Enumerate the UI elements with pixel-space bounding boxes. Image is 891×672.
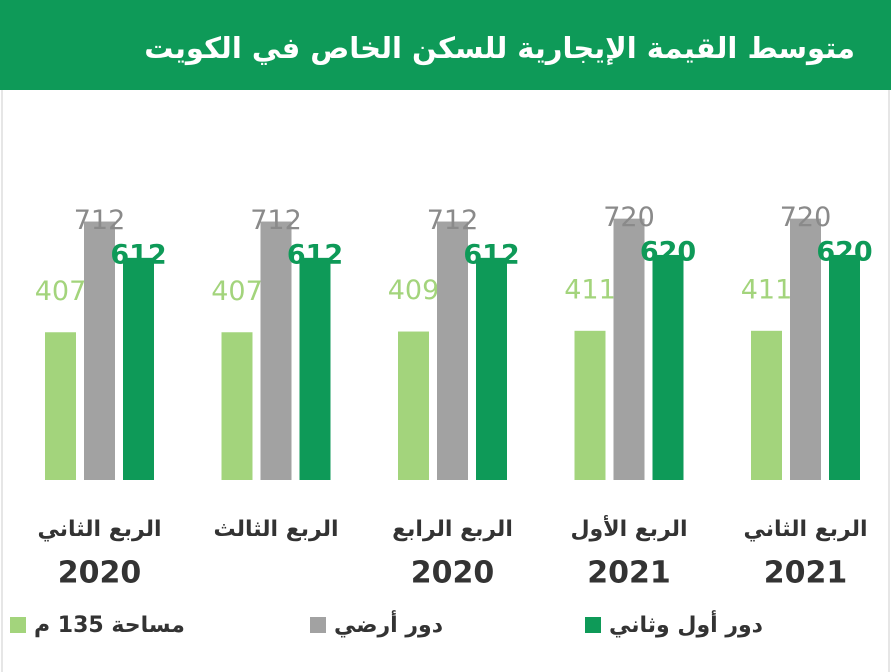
legend-swatch <box>585 617 601 633</box>
bar <box>221 332 253 480</box>
bar <box>574 330 606 480</box>
x-tick-label: الربع الثاني <box>744 517 868 542</box>
value-label: 620 <box>816 236 872 267</box>
value-label: 612 <box>287 239 343 270</box>
chart-title: متوسط القيمة الإيجارية للسكن الخاص في ال… <box>144 31 855 65</box>
value-label: 712 <box>250 205 302 236</box>
value-label: 409 <box>388 275 440 306</box>
bar <box>613 218 645 480</box>
legend-swatch <box>10 617 26 633</box>
x-tick-label: الربع الثالث <box>213 517 338 542</box>
x-tick-year: 2020 <box>58 556 142 591</box>
x-tick-label: الربع الرابع <box>392 517 513 542</box>
legend-swatch <box>310 617 326 633</box>
bar <box>652 254 684 480</box>
value-label: 612 <box>110 239 166 270</box>
value-label: 720 <box>780 202 832 233</box>
x-tick-year: 2021 <box>764 556 848 591</box>
value-label: 712 <box>74 205 126 236</box>
bar <box>790 218 821 480</box>
bar <box>260 221 292 480</box>
bar <box>123 257 154 480</box>
x-tick-label: الربع الأول <box>570 514 687 542</box>
value-label: 620 <box>640 236 696 267</box>
bar <box>476 257 507 480</box>
value-label: 411 <box>564 274 616 305</box>
value-label: 407 <box>35 276 87 307</box>
legend-label: دور أرضي <box>334 609 443 638</box>
value-label: 712 <box>427 205 479 236</box>
value-label: 612 <box>463 239 519 270</box>
bar <box>45 332 76 480</box>
x-tick-year: 2020 <box>411 556 495 591</box>
value-label: 407 <box>211 276 263 307</box>
x-tick-label: الربع الثاني <box>38 517 162 542</box>
bar <box>84 221 115 480</box>
legend-label: دور أول وثاني <box>609 609 763 638</box>
bar <box>398 331 429 480</box>
bar <box>437 221 468 480</box>
bar <box>751 330 782 480</box>
x-tick-year: 2021 <box>587 556 671 591</box>
title-bar <box>0 0 891 90</box>
value-label: 720 <box>603 202 655 233</box>
value-label: 411 <box>741 274 793 305</box>
bar <box>829 254 860 480</box>
legend-label: مساحة 135 م <box>34 613 185 638</box>
bar <box>299 257 331 480</box>
